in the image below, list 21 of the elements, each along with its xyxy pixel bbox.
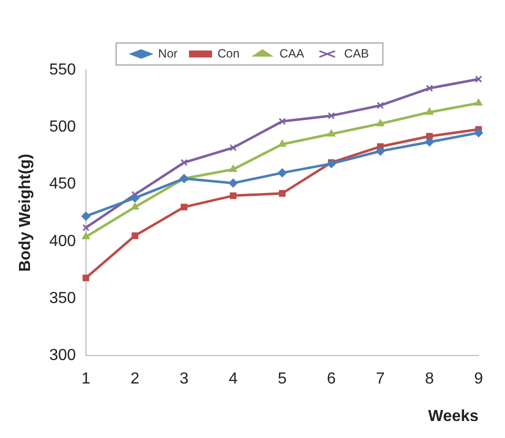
legend-label: Con <box>217 46 240 60</box>
y-tick-label: 550 <box>49 61 76 78</box>
x-tick-label: 4 <box>228 370 238 388</box>
y-tick-label: 300 <box>49 347 76 364</box>
x-tick-label: 6 <box>326 370 336 388</box>
x-tick-label: 3 <box>180 370 189 388</box>
x-tick-label: 5 <box>278 370 287 388</box>
y-tick-label: 500 <box>49 118 76 136</box>
x-tick-label: 7 <box>376 370 385 388</box>
x-tick-label: 2 <box>130 370 140 388</box>
legend-label: CAA <box>280 46 304 60</box>
y-tick-label: 450 <box>49 176 76 193</box>
y-tick-label: 350 <box>49 290 76 307</box>
y-axis-title: Body Weight(g) <box>17 154 34 272</box>
x-tick-label: 1 <box>81 370 90 388</box>
legend-label: CAB <box>344 46 369 60</box>
y-tick-label: 400 <box>49 232 76 250</box>
x-tick-label: 8 <box>425 370 434 388</box>
x-axis-title: Weeks <box>428 408 479 425</box>
x-tick-label: 9 <box>474 370 484 388</box>
legend-label: Nor <box>158 46 178 60</box>
